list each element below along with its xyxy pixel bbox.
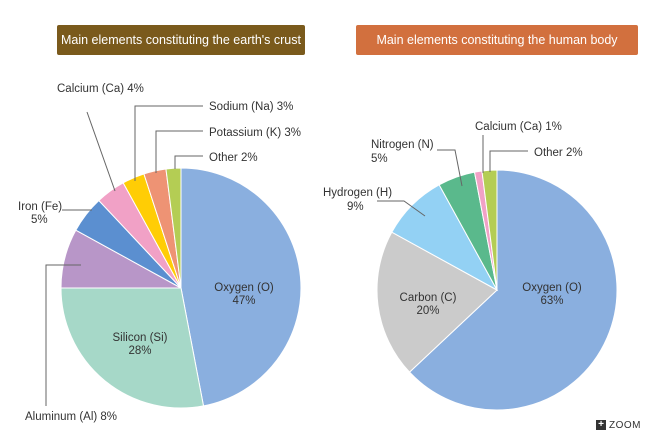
slice-label-calcium-ca: Calcium (Ca) 4% bbox=[57, 83, 144, 95]
pie-human-body bbox=[376, 169, 618, 411]
slice-label-potassium-k: Potassium (K) 3% bbox=[209, 127, 301, 139]
slice-value-iron-fe: 5% bbox=[31, 214, 48, 226]
slice-value-nitrogen-n: 5% bbox=[371, 153, 388, 165]
slice-label-oxygen-o: Oxygen (O) bbox=[522, 282, 582, 294]
slice-value-oxygen-o: 63% bbox=[540, 295, 563, 307]
leader-line-potassium-k bbox=[155, 130, 203, 173]
zoom-button[interactable]: + ZOOM bbox=[596, 418, 641, 432]
slice-value-hydrogen-h: 9% bbox=[347, 201, 364, 213]
slice-value-carbon-c: 20% bbox=[416, 305, 439, 317]
chart-title-earth-crust: Main elements constituting the earth's c… bbox=[57, 25, 305, 55]
leader-line-nitrogen-n bbox=[437, 149, 463, 187]
leader-line-sodium-na bbox=[134, 105, 203, 181]
labels-human-body: Oxygen (O)63% Carbon (C)20% Hydrogen (H) 9%… bbox=[323, 121, 583, 317]
slice-value-oxygen-o: 47% bbox=[232, 295, 255, 307]
slice-label-calcium-ca: Calcium (Ca) 1% bbox=[475, 121, 562, 133]
slice-label-iron-fe: Iron (Fe) bbox=[18, 201, 62, 213]
leader-line-other bbox=[489, 150, 528, 172]
leader-line-calcium-ca bbox=[86, 111, 116, 192]
slice-label-other: Other 2% bbox=[534, 147, 583, 159]
slice-label-other: Other 2% bbox=[209, 152, 258, 164]
pie-slice-carbon-c bbox=[376, 231, 498, 373]
zoom-label: ZOOM bbox=[609, 419, 641, 431]
slice-label-carbon-c: Carbon (C) bbox=[400, 292, 457, 304]
slice-label-oxygen-o: Oxygen (O) bbox=[214, 282, 274, 294]
slice-label-silicon-si: Silicon (Si) bbox=[113, 332, 168, 344]
chart-title-human-body: Main elements constituting the human bod… bbox=[356, 25, 638, 55]
slice-label-nitrogen-n: Nitrogen (N) bbox=[371, 139, 434, 151]
leader-line-other bbox=[174, 155, 203, 169]
slice-label-hydrogen-h: Hydrogen (H) bbox=[323, 187, 392, 199]
leader-line-aluminum-al bbox=[45, 264, 81, 406]
slice-label-aluminum-al: Aluminum (Al) 8% bbox=[25, 411, 117, 423]
leader-line-hydrogen-h bbox=[377, 200, 426, 217]
pie-slice-oxygen-o bbox=[180, 167, 302, 407]
pie-slice-silicon-si bbox=[60, 287, 205, 409]
pie-earth-crust bbox=[60, 167, 302, 409]
pie-slice-other bbox=[165, 167, 182, 289]
labels-earth-crust: Oxygen (O)47% Silicon (Si)28% Aluminum (Al… bbox=[18, 83, 301, 423]
plus-icon: + bbox=[596, 420, 606, 430]
pie-slice-oxygen-o bbox=[408, 169, 618, 411]
pie-slice-other bbox=[481, 169, 498, 291]
slice-label-sodium-na: Sodium (Na) 3% bbox=[209, 101, 293, 113]
slice-value-silicon-si: 28% bbox=[128, 345, 151, 357]
